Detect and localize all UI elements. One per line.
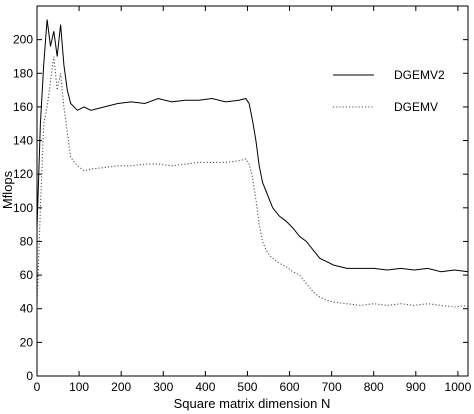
- y-tick-label: 20: [20, 335, 34, 349]
- legend: DGEMV2 DGEMV: [333, 68, 445, 114]
- legend-label-dgemv2: DGEMV2: [394, 68, 445, 82]
- plot-frame: [36, 5, 469, 377]
- x-tick-label: 900: [406, 380, 426, 394]
- y-tick-label: 180: [13, 66, 33, 80]
- y-tick-label: 40: [20, 302, 34, 316]
- series-line-dgemv: [36, 56, 469, 309]
- x-tick-label: 1000: [445, 380, 472, 394]
- series-lines: [36, 19, 469, 309]
- y-tick-label: 200: [13, 33, 33, 47]
- x-tick-label: 600: [280, 380, 300, 394]
- y-tick-label: 140: [13, 134, 33, 148]
- x-axis-label: Square matrix dimension N: [174, 396, 331, 411]
- y-tick-label: 100: [13, 201, 33, 215]
- axis-ticks: 0 100 200 300 400 500 600 700 800 900 1000 0 20 40 60 8…: [13, 6, 472, 394]
- y-tick-label: 0: [26, 369, 33, 383]
- series-line-dgemv2: [36, 19, 469, 273]
- y-tick-label: 120: [13, 167, 33, 181]
- y-axis-label: Mflops: [0, 170, 15, 209]
- x-tick-label: 300: [153, 380, 173, 394]
- x-tick-label: 700: [322, 380, 342, 394]
- x-tick-label: 800: [364, 380, 384, 394]
- x-tick-label: 200: [111, 380, 131, 394]
- x-tick-label: 500: [237, 380, 257, 394]
- y-tick-label: 80: [20, 234, 34, 248]
- x-tick-label: 400: [195, 380, 215, 394]
- x-tick-label: 100: [69, 380, 89, 394]
- y-tick-label: 160: [13, 100, 33, 114]
- legend-label-dgemv: DGEMV: [394, 100, 438, 114]
- y-tick-label: 60: [20, 268, 34, 282]
- x-tick-label: 0: [34, 380, 41, 394]
